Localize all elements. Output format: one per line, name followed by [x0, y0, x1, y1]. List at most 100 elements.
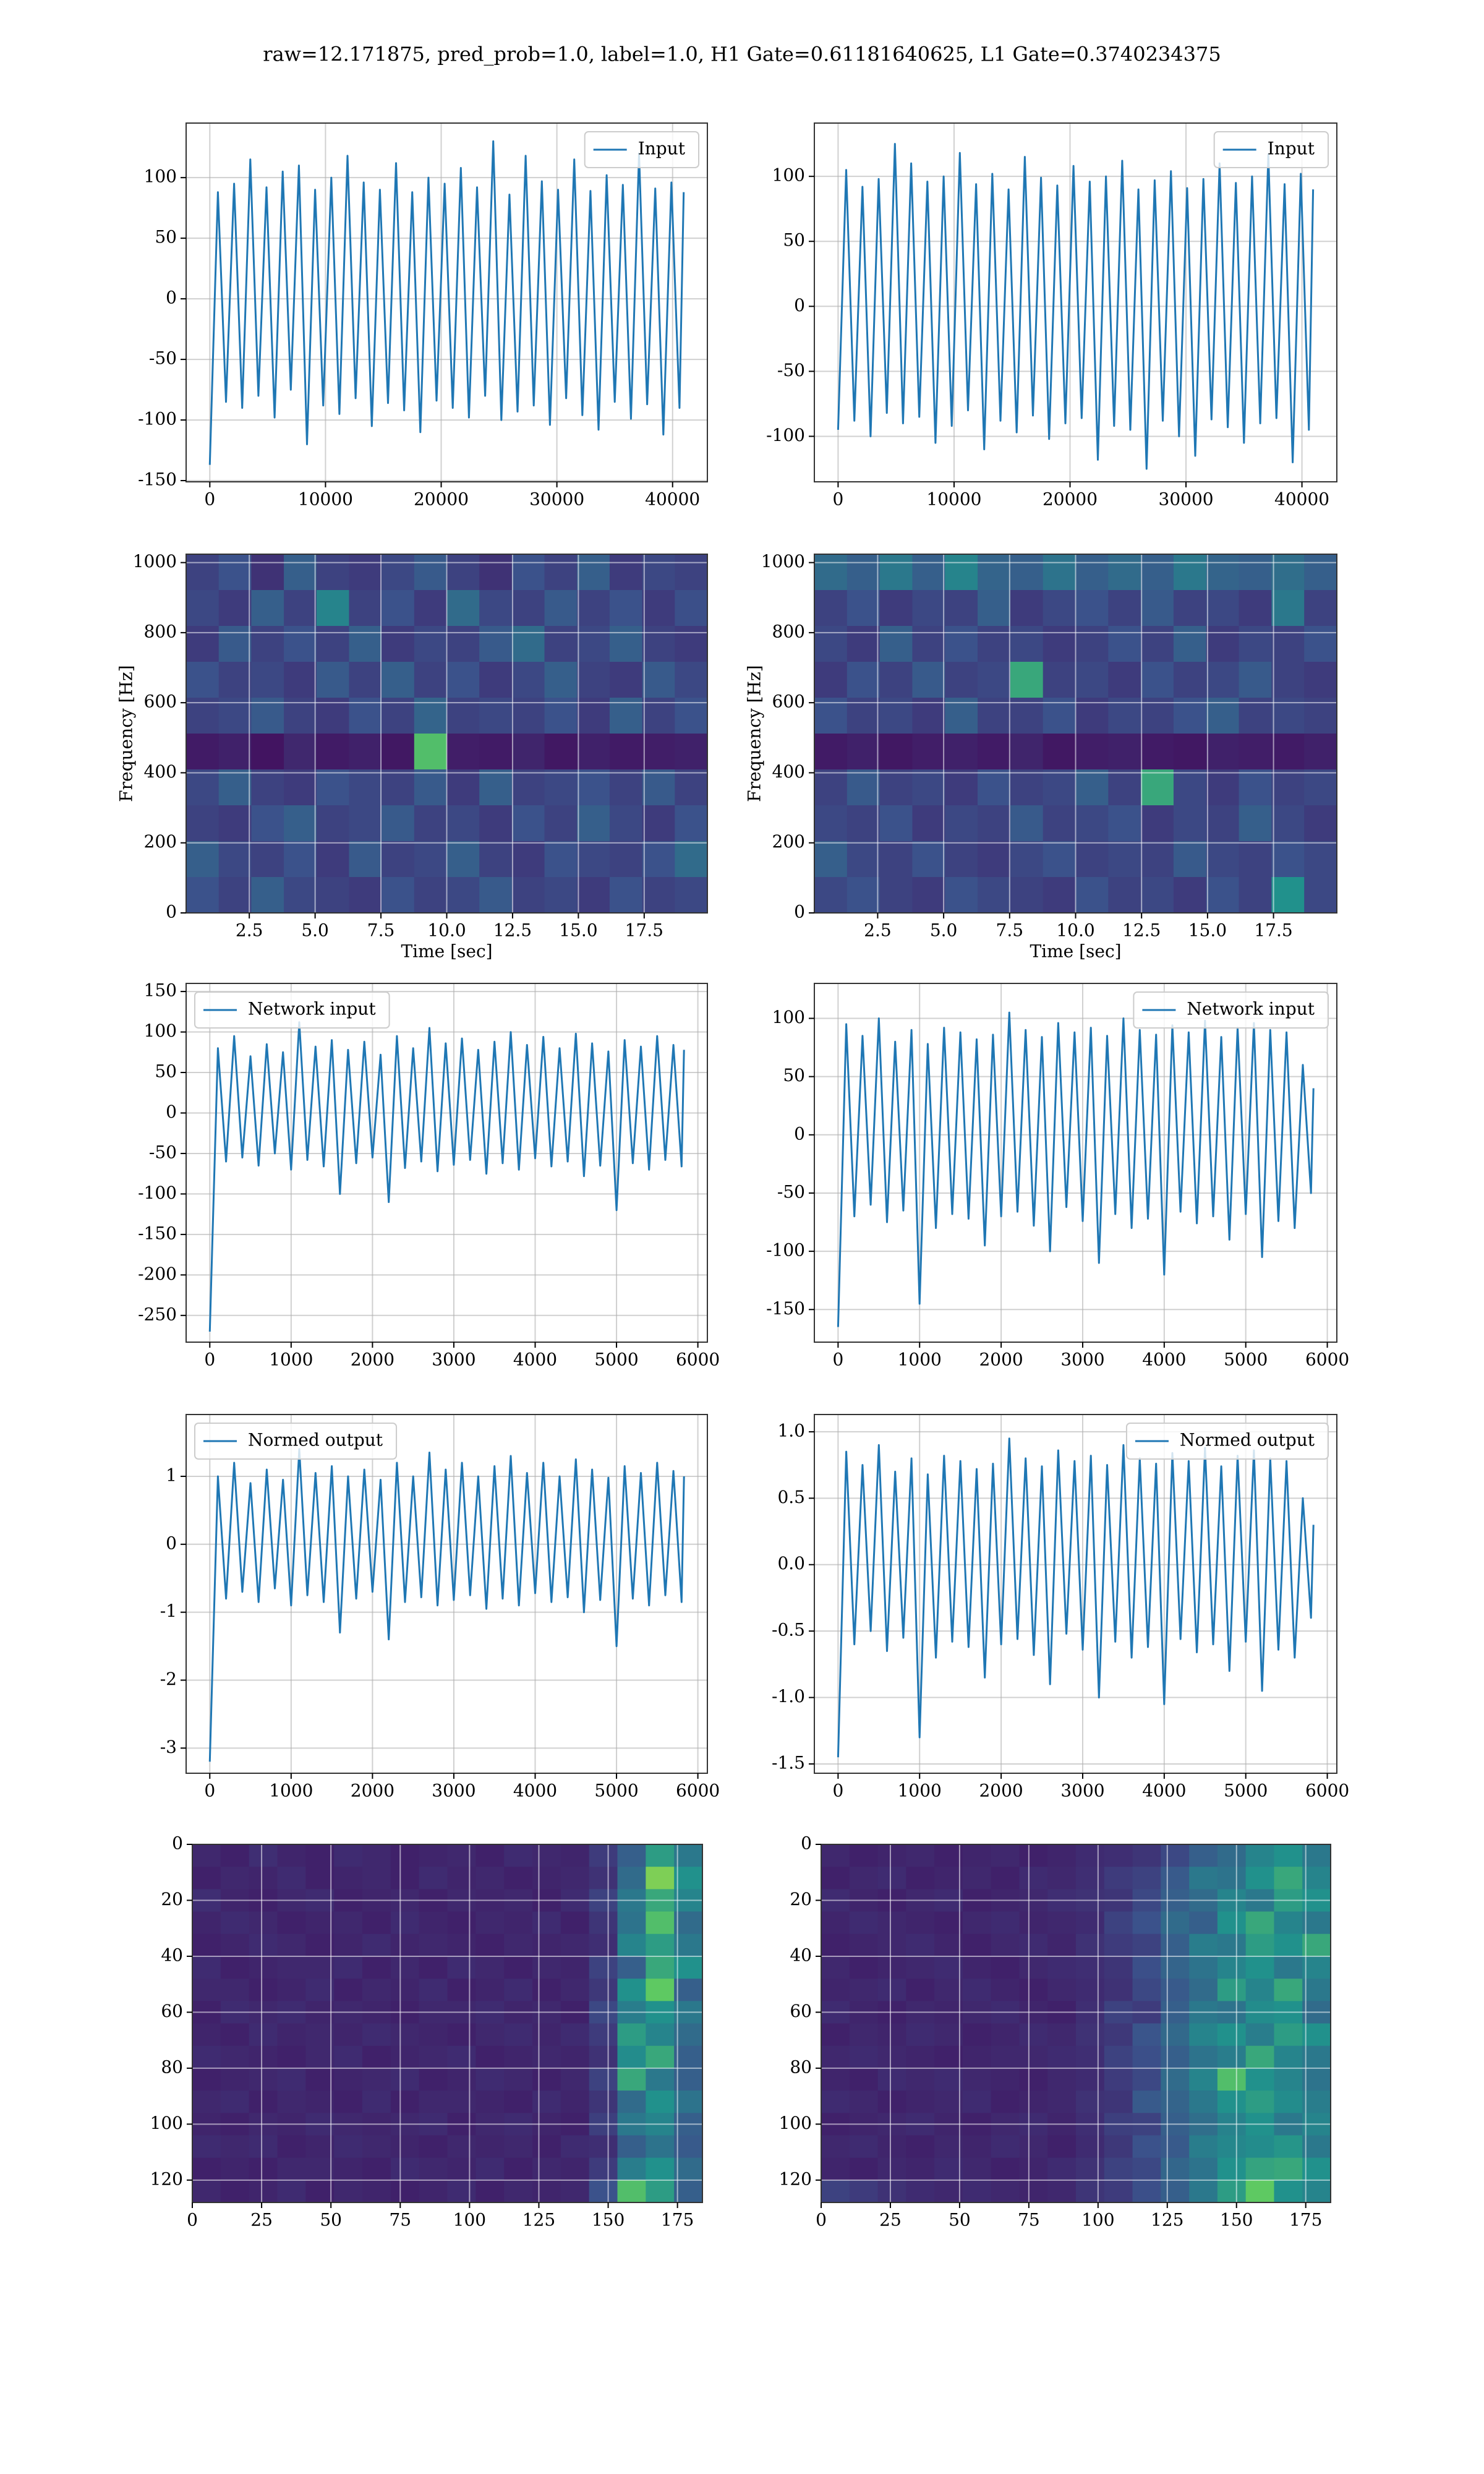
heatmap-cell	[305, 2068, 335, 2091]
heatmap-cell	[334, 2157, 363, 2181]
heatmap-cell	[447, 1979, 476, 2001]
heatmap-cell	[846, 698, 881, 734]
heatmap-cell	[414, 734, 448, 770]
heatmap-cell	[1271, 554, 1305, 591]
y-tick-label: -50	[149, 1142, 177, 1162]
heatmap-cell	[447, 2045, 476, 2069]
heatmap-cell	[589, 2135, 618, 2159]
y-tick-label: 400	[772, 761, 805, 782]
heatmap-cell	[249, 1867, 278, 1890]
heatmap-cell	[277, 2157, 306, 2181]
heatmap-cell	[414, 662, 448, 698]
heatmap-cell	[1217, 2135, 1247, 2159]
heatmap-cell	[934, 2180, 963, 2203]
heatmap-cell	[475, 1979, 505, 2001]
heatmap-cell	[589, 2045, 618, 2069]
heatmap-cell	[504, 1933, 533, 1957]
heatmap-cell	[1010, 698, 1044, 734]
heatmap-cell	[544, 698, 578, 734]
y-tick-label: 0	[794, 902, 805, 922]
heatmap-cell	[192, 2045, 221, 2069]
heatmap-cell	[284, 734, 317, 770]
y-tick-label: 200	[144, 831, 177, 852]
heatmap-cell	[906, 1867, 935, 1890]
heatmap-cell	[821, 1844, 850, 1867]
heatmap-cell	[617, 1867, 646, 1890]
heatmap-cell	[877, 1911, 906, 1935]
x-tick-label: 25	[250, 2210, 273, 2230]
heatmap-cell	[1075, 877, 1109, 914]
heatmap-cell	[504, 2091, 533, 2113]
heatmap-cell	[1173, 590, 1207, 627]
heatmap-cell	[305, 2135, 335, 2159]
heatmap-cell	[1206, 841, 1240, 878]
x-tick-label: 12.5	[1122, 920, 1161, 941]
y-tick-label: 1.0	[777, 1420, 805, 1440]
y-tick-label: -150	[138, 469, 177, 490]
heatmap-cell	[906, 2068, 935, 2091]
heatmap-cell	[1076, 2023, 1105, 2047]
series-line	[208, 1021, 685, 1332]
heatmap-cell	[991, 2023, 1020, 2047]
heatmap-cell	[334, 2091, 363, 2113]
heatmap-cell	[1206, 805, 1240, 842]
heatmap-cell	[390, 1956, 420, 1979]
heatmap-cell	[945, 698, 978, 734]
heatmap-cell	[1104, 2091, 1133, 2113]
heatmap-cell	[934, 2068, 963, 2091]
heatmap-cell	[675, 734, 708, 770]
heatmap-cell	[1173, 769, 1207, 806]
heatmap-cell	[186, 805, 220, 842]
y-tick-label: 20	[790, 1889, 812, 1909]
heatmap-cell	[1043, 805, 1077, 842]
heatmap-cell	[532, 1844, 561, 1867]
heatmap-cell	[1043, 841, 1077, 878]
heatmap-cell	[479, 554, 513, 591]
heatmap-cell	[249, 2157, 278, 2181]
heatmap-cell	[912, 769, 945, 806]
heatmap-cell	[962, 1979, 992, 2001]
heatmap-cell	[879, 590, 913, 627]
heatmap-cell	[1206, 769, 1240, 806]
heatmap-cell	[1132, 2135, 1161, 2159]
heatmap-cell	[589, 1979, 618, 2001]
heatmap-cell	[447, 2157, 476, 2181]
heatmap-cell	[1010, 626, 1044, 662]
heatmap-cell	[991, 1911, 1020, 1935]
y-tick-label: -1	[160, 1601, 177, 1621]
heatmap-cell	[334, 1911, 363, 1935]
heatmap-cell	[877, 2180, 906, 2203]
heatmap-cell	[447, 1844, 476, 1867]
heatmap-cell	[218, 590, 252, 627]
heatmap-cell	[220, 1867, 250, 1890]
legend-label: Input	[1268, 139, 1315, 159]
heatmap-cell	[1010, 877, 1044, 914]
heatmap-cell	[1141, 698, 1174, 734]
x-tick-label: 75	[389, 2210, 411, 2230]
heatmap-cell	[1076, 2180, 1105, 2203]
heatmap-cell	[419, 2135, 448, 2159]
heatmap-cell	[1189, 1867, 1218, 1890]
heatmap-cell	[220, 2157, 250, 2181]
heatmap-cell	[1189, 1979, 1218, 2001]
heatmap-cell	[382, 841, 415, 878]
x-tick-label: 1000	[269, 1350, 313, 1370]
heatmap-cell	[1271, 590, 1305, 627]
heatmap-cell	[251, 626, 284, 662]
heatmap-cell	[617, 2157, 646, 2181]
heatmap-cell	[674, 1933, 703, 1957]
heatmap-cell	[821, 2135, 850, 2159]
heatmap-cell	[814, 626, 848, 662]
heatmap-cell	[646, 2135, 675, 2159]
heatmap-cell	[560, 1979, 590, 2001]
heatmap-cell	[475, 2135, 505, 2159]
heatmap-cell	[617, 2023, 646, 2047]
heatmap-cell	[447, 2091, 476, 2113]
heatmap-cell	[879, 626, 913, 662]
y-tick-label: 0.5	[777, 1487, 805, 1507]
heatmap-cell	[362, 1867, 391, 1890]
heatmap-cell	[1206, 554, 1240, 591]
heatmap-cell	[504, 2180, 533, 2203]
subplot: 2.5 5.0 7.5 10.0 12.5 15.0 17.5 0 200 400 600 800 10…	[116, 551, 708, 962]
heatmap-cell	[849, 1844, 879, 1867]
